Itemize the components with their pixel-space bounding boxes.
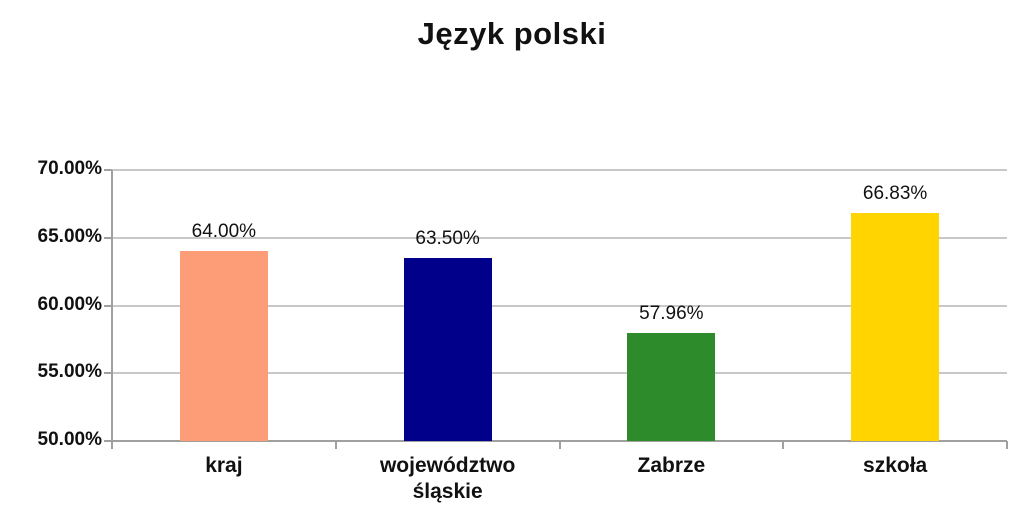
y-axis-line xyxy=(111,170,113,441)
x-axis-tick xyxy=(1006,441,1008,449)
y-axis-tick-label: 60.00% xyxy=(37,293,102,315)
x-axis-tick xyxy=(782,441,785,449)
y-axis-tick-label: 70.00% xyxy=(37,158,102,179)
y-axis-tick-label: 50.00% xyxy=(37,429,102,450)
chart-title: Język polski xyxy=(417,16,607,51)
y-axis-tick xyxy=(104,236,112,239)
y-axis-tick xyxy=(104,304,112,307)
bar-szkoła xyxy=(851,212,940,441)
bar-kraj xyxy=(179,251,268,441)
y-axis-tick xyxy=(104,440,112,442)
bar-value-label: 66.83% xyxy=(862,182,928,204)
x-axis-tick xyxy=(334,441,337,449)
gridline xyxy=(112,236,1007,239)
bar-value-label: 57.96% xyxy=(639,303,704,325)
y-axis-tick xyxy=(104,169,112,171)
x-axis-category-label: Zabrze xyxy=(637,454,706,477)
x-axis-tick xyxy=(558,441,561,449)
gridline xyxy=(112,304,1007,307)
x-axis-category-label: szkoła xyxy=(863,454,928,477)
x-axis-category-label: województwo śląskie xyxy=(379,454,516,504)
y-axis-tick xyxy=(104,372,112,375)
bar-zabrze xyxy=(627,333,716,441)
y-axis-tick-label: 55.00% xyxy=(37,361,102,383)
x-axis-category-label: kraj xyxy=(205,454,243,477)
bar-województwo-śląskie xyxy=(403,258,492,441)
gridline xyxy=(112,169,1007,171)
bar-value-label: 64.00% xyxy=(191,221,257,243)
y-axis-tick-label: 65.00% xyxy=(37,225,102,247)
x-axis-tick xyxy=(111,441,113,449)
bar-value-label: 63.50% xyxy=(415,228,480,250)
gridline xyxy=(112,372,1007,375)
